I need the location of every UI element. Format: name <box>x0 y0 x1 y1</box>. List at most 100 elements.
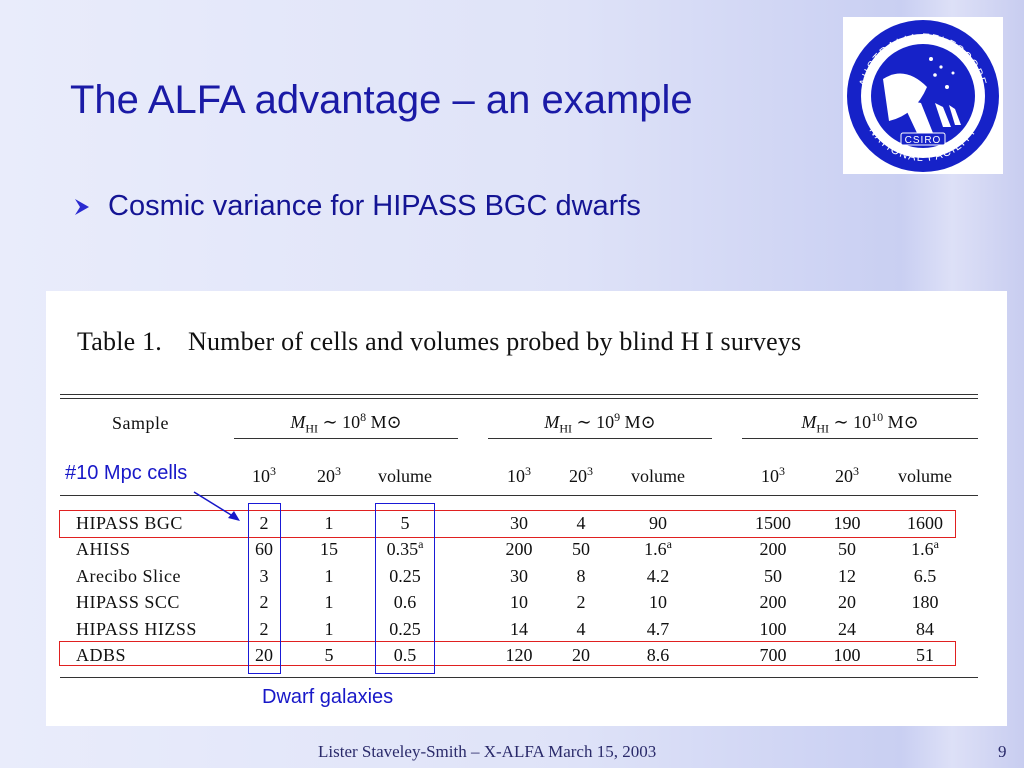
table-cell: 20 <box>838 592 856 612</box>
table-cell: 30 <box>510 566 528 586</box>
table-cell: 1 <box>324 566 334 586</box>
table-cell: 4 <box>576 619 586 639</box>
table-cell: 200 <box>505 539 533 559</box>
table-cell: 8 <box>576 566 586 586</box>
table-cell: 24 <box>838 619 856 639</box>
column-header: 103 <box>252 464 276 486</box>
group-header: MHI ∼ 109 M⊙ <box>544 410 656 436</box>
table-cell: 14 <box>510 619 528 639</box>
table-cell: 51 <box>916 645 934 665</box>
slide-title: The ALFA advantage – an example <box>70 78 693 122</box>
highlight-adbs-row <box>59 641 956 666</box>
table-cell: 1 <box>324 619 334 639</box>
table-cell: 100 <box>833 645 861 665</box>
table-caption: Table 1. Number of cells and volumes prob… <box>77 327 801 357</box>
group-rule-1 <box>234 438 458 439</box>
group-rule-2 <box>488 438 712 439</box>
table-caption-text: Number of cells and volumes probed by bl… <box>187 327 802 356</box>
group-header: MHI ∼ 1010 M⊙ <box>801 410 919 436</box>
table-cell: 1 <box>324 592 334 612</box>
table-cell: 20 <box>572 645 590 665</box>
sample-name: AHISS <box>76 539 131 559</box>
column-header: 203 <box>317 464 341 486</box>
sample-name: HIPASS BGC <box>76 513 183 533</box>
table-cell: 2 <box>576 592 586 612</box>
table-cell: 1.6a <box>644 537 672 559</box>
csiro-logo: AUSTRALIA TELESCOPE NATIONAL FACILITY CS… <box>843 17 1003 174</box>
column-header: volume <box>898 466 952 486</box>
table-bottom-rule <box>60 677 978 678</box>
column-header: 103 <box>507 464 531 486</box>
table-cell: 10 <box>510 592 528 612</box>
bullet-item: Cosmic variance for HIPASS BGC dwarfs <box>74 190 641 223</box>
group-header: MHI ∼ 108 M⊙ <box>290 410 402 436</box>
cells-annotation: #10 Mpc cells <box>65 462 188 484</box>
table-cell: 700 <box>759 645 787 665</box>
group-rule-3 <box>742 438 978 439</box>
table-cell: 4 <box>576 513 586 533</box>
table-cell: 120 <box>505 645 533 665</box>
table-cell: 50 <box>838 539 856 559</box>
table-cell: 200 <box>759 539 787 559</box>
sample-header: Sample <box>112 413 169 433</box>
table-cell: 5 <box>400 513 410 533</box>
table-image: Table 1. Number of cells and volumes prob… <box>46 291 1007 726</box>
header-rule <box>60 495 978 496</box>
table-cell: 1600 <box>907 513 943 533</box>
table-cell: 2 <box>259 592 269 612</box>
table-cell: 0.5 <box>393 645 417 665</box>
table-cell: 60 <box>255 539 273 559</box>
table-cell: 1 <box>324 513 334 533</box>
table-cell: 5 <box>324 645 334 665</box>
highlight-hipass-bgc-row <box>59 510 956 538</box>
table-cell: 1500 <box>755 513 791 533</box>
highlight-volume-column <box>375 503 435 674</box>
table-cell: 190 <box>833 513 861 533</box>
telescope-seal-icon: AUSTRALIA TELESCOPE NATIONAL FACILITY CS… <box>847 20 999 172</box>
table-cell: 6.5 <box>913 566 937 586</box>
table-cell: 2 <box>259 619 269 639</box>
column-header: 103 <box>761 464 785 486</box>
table-cell: 0.25 <box>389 566 421 586</box>
table-cell: 30 <box>510 513 528 533</box>
table-cell: 15 <box>320 539 338 559</box>
table-cell: 90 <box>649 513 667 533</box>
table-cell: 200 <box>759 592 787 612</box>
table-cell: 50 <box>764 566 782 586</box>
table-cell: 2 <box>259 513 269 533</box>
column-header: 203 <box>835 464 859 486</box>
annotation-arrow-icon <box>193 491 240 521</box>
table-top-rule-2 <box>60 398 978 399</box>
sample-name: Arecibo Slice <box>76 566 181 586</box>
logo-badge: CSIRO <box>905 135 942 146</box>
table-cell: 4.2 <box>646 566 670 586</box>
table-cell: 10 <box>649 592 667 612</box>
column-header: 203 <box>569 464 593 486</box>
table-cell: 3 <box>259 566 269 586</box>
table-cell: 1.6a <box>911 537 939 559</box>
table-cell: 0.25 <box>389 619 421 639</box>
table-cell: 8.6 <box>646 645 670 665</box>
table-cell: 4.7 <box>646 619 670 639</box>
column-header: volume <box>631 466 685 486</box>
bullet-text: Cosmic variance for HIPASS BGC dwarfs <box>108 190 641 222</box>
sample-name: HIPASS SCC <box>76 592 180 612</box>
dwarf-annotation: Dwarf galaxies <box>262 686 394 708</box>
table-cell: 20 <box>255 645 273 665</box>
sample-name: ADBS <box>76 645 127 665</box>
arrow-bullet-icon <box>75 198 89 215</box>
table-cell: 84 <box>916 619 934 639</box>
page-number: 9 <box>998 742 1007 761</box>
footer-text: Lister Staveley-Smith – X-ALFA March 15,… <box>318 742 657 761</box>
highlight-cells-column <box>248 503 281 674</box>
table-cell: 100 <box>759 619 787 639</box>
table-cell: 50 <box>572 539 590 559</box>
table-top-rule <box>60 394 978 395</box>
column-header: volume <box>378 466 432 486</box>
table-cell: 12 <box>838 566 856 586</box>
table-caption-label: Table 1. <box>77 327 162 356</box>
table-cell: 0.35a <box>386 537 424 559</box>
table-cell: 180 <box>911 592 939 612</box>
table-cell: 0.6 <box>393 592 417 612</box>
sample-name: HIPASS HIZSS <box>76 619 197 639</box>
